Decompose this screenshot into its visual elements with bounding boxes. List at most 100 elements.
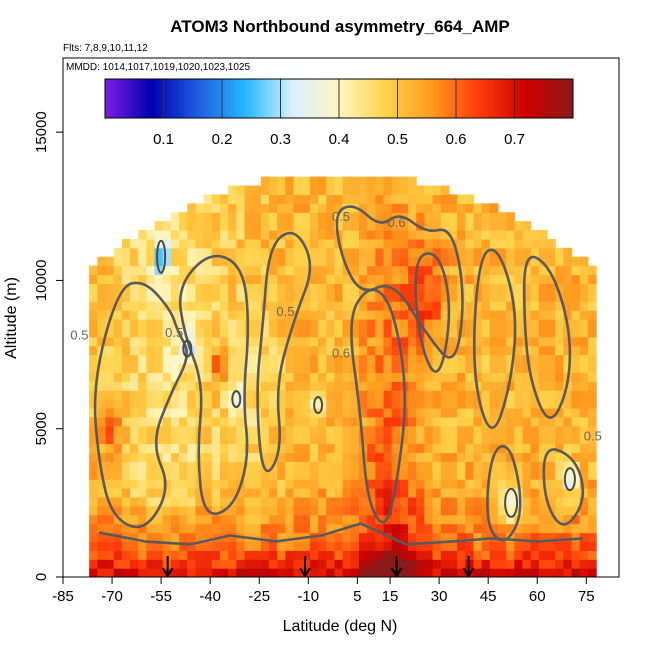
heat-cell	[448, 443, 458, 454]
heat-cell	[514, 425, 524, 436]
heat-cell	[399, 274, 409, 284]
heat-cell	[154, 470, 164, 480]
colorbar-swatch	[227, 79, 232, 118]
heat-cell	[285, 488, 295, 498]
colorbar-swatch	[245, 79, 249, 118]
heat-cell	[228, 185, 237, 196]
heat-cell	[252, 336, 262, 347]
contour-label: 0.6	[388, 215, 406, 230]
heat-cell	[375, 523, 385, 534]
colorbar-swatch	[517, 79, 521, 118]
heat-cell	[187, 203, 197, 213]
heat-cell	[579, 443, 589, 454]
heat-cell	[154, 345, 164, 356]
heat-cell	[228, 523, 237, 534]
heat-cell	[187, 434, 197, 445]
heat-cell	[547, 274, 556, 284]
heat-cell	[244, 247, 254, 258]
heat-cell	[228, 568, 237, 577]
heat-cell	[203, 372, 213, 382]
heat-cell	[146, 318, 156, 329]
heat-cell	[154, 310, 164, 320]
heat-cell	[309, 372, 319, 382]
heat-cell	[154, 488, 164, 498]
colorbar-swatch	[113, 79, 118, 118]
heat-cell	[538, 496, 548, 507]
heat-cell	[228, 354, 237, 365]
heat-cell	[440, 203, 450, 213]
heat-cell	[383, 212, 393, 222]
heat-cell	[547, 265, 556, 276]
heat-cell	[481, 568, 491, 577]
heat-cell	[358, 488, 368, 498]
heat-cell	[530, 274, 540, 284]
heat-cell	[187, 301, 197, 311]
heat-cell	[457, 203, 466, 213]
heat-cell	[457, 523, 466, 534]
heat-cell	[399, 470, 409, 480]
heat-cell	[432, 399, 442, 409]
heat-cell	[563, 336, 573, 347]
heat-cell	[538, 274, 548, 284]
heat-cell	[457, 496, 466, 507]
colorbar-swatch	[508, 79, 513, 118]
heat-cell	[301, 336, 311, 347]
heat-cell	[113, 568, 123, 577]
heat-cell	[211, 310, 221, 320]
heat-cell	[522, 541, 532, 551]
heat-cell	[113, 461, 123, 471]
heat-cell	[497, 221, 507, 231]
heat-cell	[367, 336, 376, 347]
heat-cell	[334, 461, 344, 471]
heat-cell	[162, 550, 172, 560]
heat-cell	[326, 496, 336, 507]
heat-cell	[579, 390, 589, 400]
heat-cell	[424, 523, 434, 534]
contour-labels: 0.5 0.50.50.5 0.60.60.5	[70, 209, 601, 444]
colorbar-swatch	[347, 79, 352, 118]
heat-cell	[326, 399, 336, 409]
heat-cell	[530, 345, 540, 356]
heat-cell	[318, 345, 327, 356]
heat-cell	[432, 354, 442, 365]
heat-cell	[375, 416, 385, 427]
heat-cell	[285, 416, 295, 427]
heat-cell	[530, 559, 540, 569]
heat-cell	[277, 176, 286, 187]
heat-cell	[457, 541, 466, 551]
heat-cell	[522, 488, 532, 498]
colorbar-swatch	[523, 79, 527, 118]
heat-cell	[105, 399, 115, 409]
heat-cell	[342, 283, 352, 293]
heat-cell	[326, 390, 336, 400]
heat-cell	[587, 488, 597, 498]
heat-cell	[408, 523, 417, 534]
colorbar-swatch	[344, 79, 349, 118]
heat-cell	[89, 390, 98, 400]
heat-cell	[130, 336, 139, 347]
heat-cell	[465, 505, 475, 516]
heat-cell	[89, 292, 98, 302]
colorbar-swatch	[567, 79, 571, 118]
heat-cell	[236, 488, 246, 498]
heat-cell	[432, 292, 442, 302]
colorbar-swatch	[236, 79, 241, 118]
heat-cell	[146, 425, 156, 436]
heat-cell	[195, 203, 205, 213]
heat-cell	[89, 452, 98, 462]
heat-cell	[440, 310, 450, 320]
heat-cell	[448, 559, 458, 569]
heat-cell	[473, 434, 483, 445]
heat-cell	[252, 523, 262, 534]
heat-cell	[489, 443, 499, 454]
heat-cell	[236, 230, 246, 240]
heat-cell	[269, 443, 278, 454]
heat-cell	[301, 479, 311, 489]
heat-cell	[506, 452, 515, 462]
heat-cell	[318, 292, 327, 302]
heat-cell	[530, 470, 540, 480]
heat-cell	[260, 354, 270, 365]
heat-cell	[375, 461, 385, 471]
heat-cell	[489, 363, 499, 373]
heat-cell	[497, 238, 507, 249]
